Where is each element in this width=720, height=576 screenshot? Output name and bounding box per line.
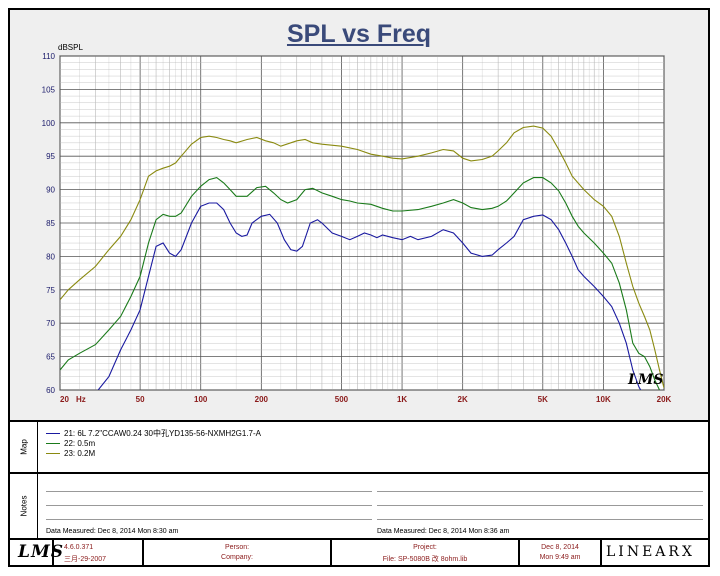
y-tick-label: 70	[46, 319, 55, 328]
notes-panel: Notes Data Measured: Dec 8, 2014 Mon 8:3…	[10, 474, 708, 540]
note-line	[377, 505, 703, 506]
map-panel: Map 21: 6L 7.2"CCAW0.24 30中孔YD135-56-NXM…	[10, 420, 708, 474]
notes-tab: Notes	[10, 474, 38, 538]
y-tick-label: 105	[42, 85, 56, 94]
map-tab-label: Map	[19, 439, 28, 455]
y-tick-label: 85	[46, 219, 55, 228]
y-tick-label: 110	[42, 52, 55, 61]
note-line	[377, 491, 703, 492]
y-tick-label: 95	[46, 152, 55, 161]
note-line	[46, 491, 372, 492]
note-line	[46, 505, 372, 506]
footer-date-cell: Dec 8, 2014 Mon 9:49 am	[520, 540, 602, 565]
data-measured-left: Data Measured: Dec 8, 2014 Mon 8:30 am	[46, 528, 179, 535]
x-tick-label: 1K	[397, 395, 407, 404]
legend-label: 22: 0.5m	[64, 438, 96, 448]
footer-version-cell: 4.6.0.371 三月-29-2007	[54, 540, 144, 565]
company-label: Company:	[221, 554, 253, 561]
y-tick-label: 60	[46, 386, 55, 395]
map-tab: Map	[10, 422, 38, 472]
legend-swatch	[46, 432, 60, 434]
file-label: File: SP-5080B 改 8ohm.lib	[382, 556, 468, 563]
person-label: Person:	[224, 544, 250, 551]
x-tick-label: 2K	[458, 395, 468, 404]
x-tick-label: 20K	[657, 395, 672, 404]
data-measured-right: Data Measured: Dec 8, 2014 Mon 8:36 am	[377, 528, 510, 535]
y-axis-label: dBSPL	[58, 43, 83, 52]
legend-label: 21: 6L 7.2"CCAW0.24 30中孔YD135-56-NXMH2G1…	[64, 428, 261, 438]
series-line-1	[97, 202, 642, 390]
watermark-logo: LMS	[627, 372, 663, 388]
x-tick-label: 500	[335, 395, 349, 404]
y-tick-label: 80	[46, 252, 55, 261]
chart-title: SPL vs Freq	[286, 20, 432, 48]
notes-right: Data Measured: Dec 8, 2014 Mon 8:36 am	[377, 474, 703, 538]
series-line-3	[60, 125, 664, 389]
project-label: Project:	[413, 544, 437, 551]
legend-item: 21: 6L 7.2"CCAW0.24 30中孔YD135-56-NXMH2G1…	[46, 428, 261, 438]
footer-logo-cell: LMS	[10, 540, 63, 565]
application-frame: SPL vs Freq 60 65 70 75 80 85 90 95 100 105 110 dBS…	[8, 8, 710, 567]
chart-area: SPL vs Freq 60 65 70 75 80 85 90 95 100 105 110 dBS…	[10, 10, 708, 420]
note-line	[46, 519, 372, 520]
x-axis-label: Hz	[76, 395, 86, 404]
notes-left: Data Measured: Dec 8, 2014 Mon 8:30 am	[46, 474, 372, 538]
legend-swatch	[46, 452, 60, 454]
y-tick-label: 100	[42, 119, 56, 128]
linearx-logo: LINEARX	[606, 544, 695, 560]
x-tick-label: 50	[136, 395, 145, 404]
x-tick-label: 20	[60, 395, 69, 404]
version-date: 三月-29-2007	[64, 556, 107, 563]
notes-tab-label: Notes	[19, 495, 28, 517]
x-tick-label: 200	[255, 395, 269, 404]
series-line-2	[60, 177, 660, 390]
footer-brand-cell: LINEARX	[602, 540, 708, 565]
footer-bar: LMS 4.6.0.371 三月-29-2007 Person: Company…	[10, 540, 708, 565]
legend-label: 23: 0.2M	[64, 448, 96, 458]
lms-logo: LMS	[18, 542, 65, 562]
x-tick-label: 5K	[538, 395, 548, 404]
footer-time: Mon 9:49 am	[539, 554, 581, 561]
version-number: 4.6.0.371	[64, 544, 94, 551]
legend-swatch	[46, 442, 60, 444]
legend: 21: 6L 7.2"CCAW0.24 30中孔YD135-56-NXMH2G1…	[46, 428, 261, 458]
note-line	[377, 519, 703, 520]
footer-person-cell: Person: Company:	[144, 540, 332, 565]
legend-item: 22: 0.5m	[46, 438, 261, 448]
footer-date: Dec 8, 2014	[541, 544, 579, 551]
y-tick-label: 90	[46, 186, 55, 195]
x-tick-label: 100	[194, 395, 208, 404]
footer-project-cell: Project: File: SP-5080B 改 8ohm.lib	[332, 540, 520, 565]
y-tick-label: 65	[46, 353, 55, 362]
y-tick-label: 75	[46, 286, 55, 295]
legend-item: 23: 0.2M	[46, 448, 261, 458]
x-tick-label: 10K	[596, 395, 611, 404]
